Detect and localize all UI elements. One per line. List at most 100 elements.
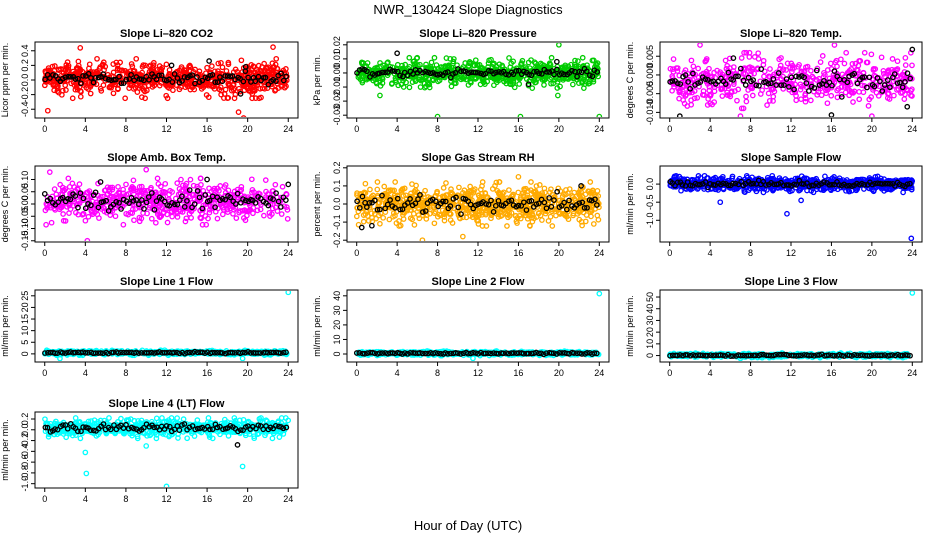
- black-series-point: [72, 193, 79, 199]
- data-point: [247, 81, 254, 88]
- data-point: [148, 184, 154, 191]
- black-series-point: [733, 73, 739, 80]
- data-point: [184, 79, 190, 86]
- black-series-point: [687, 182, 694, 189]
- data-point: [909, 93, 915, 99]
- data-point: [443, 180, 449, 186]
- data-point: [484, 194, 491, 200]
- black-series-point: [242, 64, 249, 70]
- black-series-point: [252, 78, 259, 85]
- data-point: [483, 223, 490, 229]
- data-point: [474, 217, 480, 224]
- data-point: [827, 60, 834, 67]
- data-point: [841, 60, 848, 67]
- black-series-point: [528, 72, 535, 79]
- black-series-point: [417, 192, 423, 198]
- data-point: [415, 212, 422, 218]
- data-point: [515, 174, 522, 180]
- black-series-point: [803, 80, 810, 86]
- black-series-point: [113, 198, 120, 205]
- data-point: [360, 60, 367, 66]
- data-point: [680, 97, 687, 103]
- data-point: [123, 191, 130, 198]
- data-point: [156, 82, 163, 89]
- data-point: [688, 97, 694, 104]
- data-point: [743, 172, 750, 179]
- black-series-point: [116, 73, 122, 80]
- black-series-point: [685, 79, 691, 85]
- black-series-point: [679, 181, 686, 188]
- data-point: [801, 69, 807, 75]
- data-point: [233, 215, 240, 221]
- black-series-point: [394, 50, 400, 57]
- data-point: [97, 194, 104, 200]
- black-series-point: [762, 182, 769, 188]
- data-point: [743, 93, 749, 100]
- black-series-point: [829, 181, 835, 188]
- black-series-point: [204, 176, 210, 183]
- black-series-point: [894, 80, 901, 87]
- data-point: [533, 183, 540, 189]
- data-point: [432, 208, 439, 215]
- data-point: [789, 65, 796, 72]
- data-point: [562, 211, 568, 218]
- black-series-point: [720, 180, 727, 187]
- data-point: [754, 65, 761, 72]
- data-point: [247, 206, 254, 213]
- data-point: [362, 180, 369, 187]
- x-tick-label: 24: [907, 124, 917, 134]
- black-series-point: [735, 73, 741, 80]
- data-point: [802, 92, 808, 99]
- y-tick-label: 0.2: [332, 162, 342, 175]
- black-series-point: [95, 204, 102, 211]
- black-series-point: [879, 181, 886, 187]
- black-series-point: [902, 79, 908, 85]
- data-point: [569, 192, 576, 199]
- x-tick-label: 16: [826, 248, 836, 258]
- data-point: [547, 62, 554, 68]
- x-tick-label: 12: [161, 124, 171, 134]
- data-point: [436, 194, 443, 201]
- data-point: [203, 92, 210, 98]
- black-series-point: [356, 204, 363, 211]
- data-point: [465, 63, 472, 70]
- data-point: [72, 86, 79, 93]
- data-point: [421, 84, 428, 91]
- data-point: [792, 89, 799, 96]
- data-point: [526, 78, 533, 84]
- data-point: [73, 209, 79, 216]
- black-series-point: [389, 68, 396, 74]
- panel-ylabel: degrees C per min.: [0, 166, 10, 243]
- black-series-point: [687, 85, 694, 92]
- data-point: [878, 54, 885, 61]
- black-series-point: [149, 190, 155, 196]
- black-series-point: [488, 197, 494, 204]
- data-point: [202, 82, 209, 89]
- black-series-point: [397, 72, 403, 79]
- black-series-point: [886, 84, 893, 91]
- data-point: [406, 54, 413, 61]
- data-point: [900, 189, 906, 196]
- data-point: [468, 75, 474, 82]
- data-point: [392, 179, 399, 185]
- black-series-point: [179, 193, 185, 200]
- black-series-point: [217, 74, 223, 80]
- data-point: [585, 80, 592, 87]
- black-series-point: [452, 70, 459, 76]
- black-series-point: [742, 82, 749, 88]
- data-point: [170, 87, 176, 94]
- black-series-point: [75, 75, 81, 82]
- black-series-point: [80, 73, 86, 79]
- black-series-point: [554, 66, 560, 73]
- data-point: [742, 71, 749, 77]
- black-series-point: [376, 206, 383, 213]
- data-point: [225, 187, 232, 194]
- data-point: [667, 65, 674, 72]
- black-series-point: [50, 72, 56, 78]
- black-series-point: [82, 205, 89, 212]
- black-series-point: [67, 73, 74, 80]
- data-point: [695, 65, 702, 72]
- data-point: [766, 97, 773, 104]
